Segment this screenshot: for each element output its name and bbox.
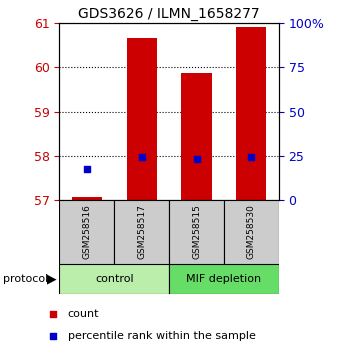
Bar [182, 73, 211, 200]
Bar [114, 200, 169, 264]
Point [84, 166, 90, 172]
Text: MIF depletion: MIF depletion [186, 274, 261, 284]
Bar [169, 264, 279, 294]
Bar [59, 200, 114, 264]
Point [139, 154, 144, 160]
Text: GSM258515: GSM258515 [192, 204, 201, 259]
Text: GSM258530: GSM258530 [247, 204, 256, 259]
Bar [72, 198, 102, 200]
Point [249, 154, 254, 160]
Point [50, 311, 55, 316]
Bar [169, 200, 224, 264]
Bar [127, 39, 157, 200]
Bar [224, 200, 279, 264]
Bar [59, 264, 169, 294]
Point [194, 156, 199, 162]
Point [50, 333, 55, 339]
Title: GDS3626 / ILMN_1658277: GDS3626 / ILMN_1658277 [78, 7, 260, 21]
Text: count: count [68, 308, 99, 319]
Text: GSM258516: GSM258516 [82, 204, 91, 259]
Text: GSM258517: GSM258517 [137, 204, 146, 259]
Bar [236, 27, 267, 200]
Text: control: control [95, 274, 134, 284]
Text: protocol: protocol [3, 274, 49, 284]
Text: ▶: ▶ [47, 272, 56, 285]
Text: percentile rank within the sample: percentile rank within the sample [68, 331, 256, 341]
